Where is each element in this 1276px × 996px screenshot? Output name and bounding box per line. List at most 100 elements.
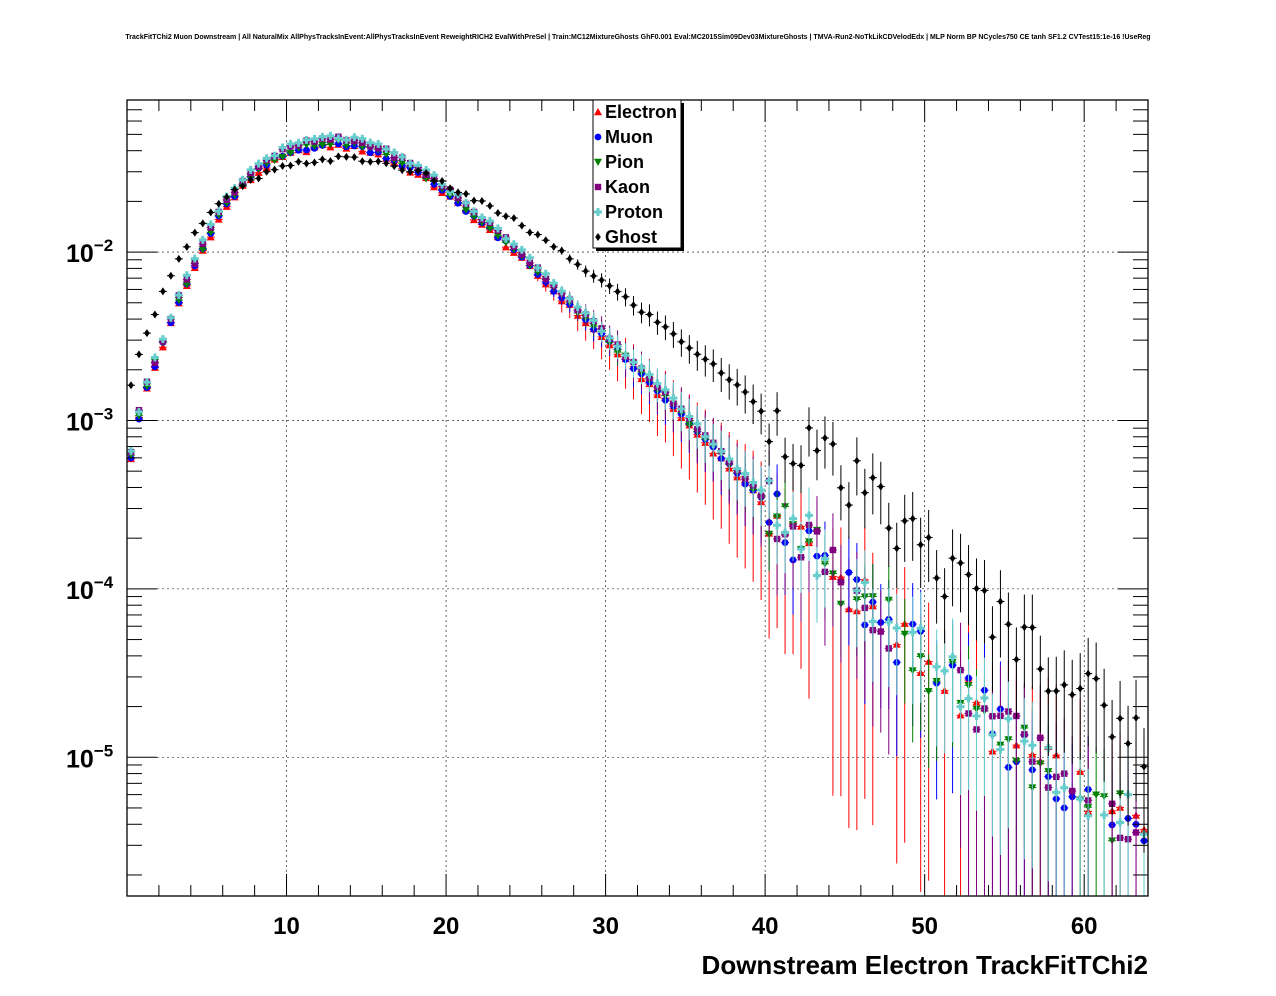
data-point-marker xyxy=(511,214,517,223)
data-point-marker xyxy=(638,308,645,317)
data-point-marker xyxy=(678,337,685,346)
data-point-marker xyxy=(493,224,502,233)
data-point-marker xyxy=(917,540,924,549)
data-point-marker xyxy=(160,287,166,296)
data-point-marker xyxy=(469,213,478,221)
data-point-marker xyxy=(192,228,198,237)
data-point-marker xyxy=(726,375,733,384)
data-point-marker xyxy=(812,571,821,580)
data-point-marker xyxy=(996,745,1005,754)
data-point-marker xyxy=(550,242,557,251)
data-point-marker xyxy=(814,446,820,455)
data-point-marker xyxy=(134,412,143,420)
data-point-marker xyxy=(374,139,383,148)
legend-box xyxy=(592,99,682,249)
data-point-marker xyxy=(231,185,238,194)
data-point-marker xyxy=(594,183,602,191)
data-point-marker xyxy=(590,271,597,280)
data-point-marker xyxy=(462,206,471,214)
data-point-marker xyxy=(1141,762,1147,771)
data-point-marker xyxy=(925,533,932,542)
data-point-marker xyxy=(407,167,413,176)
data-point-marker xyxy=(1133,713,1139,722)
data-point-marker xyxy=(342,135,351,144)
data-point-marker xyxy=(391,162,398,171)
data-point-marker xyxy=(557,287,566,296)
data-point-marker xyxy=(1077,684,1083,693)
data-point-marker xyxy=(423,169,429,178)
data-point-marker xyxy=(286,139,295,148)
data-point-marker xyxy=(933,573,940,582)
legend-label: Pion xyxy=(605,152,644,172)
data-point-marker xyxy=(837,579,845,586)
data-point-marker xyxy=(804,511,813,520)
data-point-marker xyxy=(327,157,334,166)
data-point-marker xyxy=(900,630,909,638)
data-point-marker xyxy=(820,554,829,563)
data-point-marker xyxy=(645,370,654,379)
data-point-marker xyxy=(637,363,646,372)
legend-label: Ghost xyxy=(605,227,657,247)
data-point-marker xyxy=(1004,714,1013,723)
data-point-marker xyxy=(773,521,782,530)
data-point-marker xyxy=(150,353,159,362)
data-point-marker xyxy=(485,216,494,225)
data-point-marker xyxy=(534,230,541,239)
data-point-marker xyxy=(766,437,772,446)
data-point-marker xyxy=(182,271,191,280)
data-point-marker xyxy=(949,554,956,563)
data-point-marker xyxy=(685,412,694,421)
data-point-marker xyxy=(717,447,726,456)
data-point-marker xyxy=(318,141,327,149)
y-tick-label: 10−4 xyxy=(66,573,114,605)
data-point-marker xyxy=(487,201,493,210)
data-point-marker xyxy=(1053,686,1060,695)
data-point-marker xyxy=(342,142,351,150)
data-point-marker xyxy=(351,153,358,162)
data-point-marker xyxy=(941,592,948,601)
series-ghost xyxy=(126,152,1149,853)
data-point-marker xyxy=(382,151,391,159)
data-point-marker xyxy=(303,159,310,168)
data-point-marker xyxy=(399,166,405,175)
data-point-marker xyxy=(1100,811,1109,820)
data-point-marker xyxy=(838,483,844,492)
data-point-marker xyxy=(1021,623,1028,632)
data-point-marker xyxy=(168,271,174,280)
data-point-marker xyxy=(924,688,933,696)
data-point-marker xyxy=(382,155,390,162)
data-point-marker xyxy=(757,485,766,494)
data-point-marker xyxy=(813,528,821,535)
data-point-marker xyxy=(126,447,135,456)
data-point-marker xyxy=(781,528,790,537)
data-point-marker xyxy=(710,359,717,368)
data-point-marker xyxy=(789,514,798,523)
data-point-marker xyxy=(199,240,206,248)
data-point-marker xyxy=(686,344,693,353)
data-point-marker xyxy=(595,233,601,241)
data-point-marker xyxy=(158,343,167,351)
data-point-marker xyxy=(223,193,230,202)
data-point-marker xyxy=(1013,655,1020,664)
legend-item-ghost: Ghost xyxy=(595,227,657,247)
data-point-marker xyxy=(358,134,367,143)
data-point-marker xyxy=(877,628,884,635)
data-point-marker xyxy=(246,165,255,174)
data-point-marker xyxy=(868,617,877,626)
data-point-marker xyxy=(940,666,949,675)
x-tick-label: 40 xyxy=(752,913,779,940)
data-point-marker xyxy=(594,158,602,166)
data-point-marker xyxy=(806,423,812,432)
data-point-marker xyxy=(1029,623,1036,632)
data-point-marker xyxy=(884,618,893,627)
data-point-marker xyxy=(247,175,254,184)
data-point-marker xyxy=(526,259,534,267)
data-point-marker xyxy=(1076,794,1085,803)
data-point-marker xyxy=(846,501,852,510)
data-point-marker xyxy=(1028,741,1037,750)
data-point-marker xyxy=(271,165,278,174)
data-point-marker xyxy=(287,161,294,170)
data-point-marker xyxy=(431,176,437,185)
data-point-marker xyxy=(565,294,574,303)
data-point-marker xyxy=(854,456,860,465)
